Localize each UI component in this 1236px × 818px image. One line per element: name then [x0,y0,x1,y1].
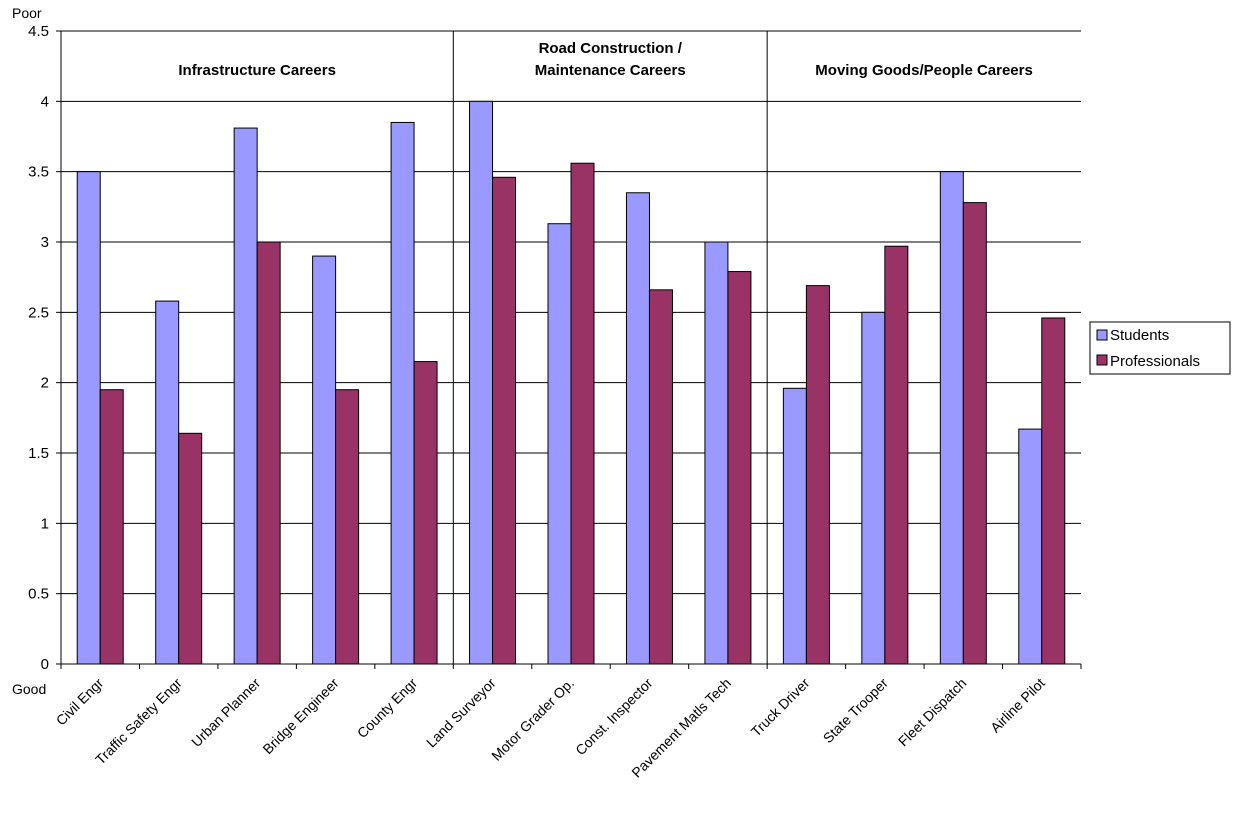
bar-students-11 [939,171,964,665]
category-label: State Trooper [820,675,892,747]
bar-students-6 [547,223,572,665]
y-tick-label: 1.5 [28,445,49,462]
y-tick-label: 0 [41,656,49,673]
group-label: Infrastructure Careers [178,62,336,79]
legend-swatch-professionals [1096,354,1108,366]
category-label: Urban Planner [188,675,263,750]
bar-professionals-6 [570,162,595,665]
category-label: Airline Pilot [987,675,1048,736]
group-label: Maintenance Careers [535,62,686,79]
bar-professionals-7 [648,289,673,665]
bar-professionals-10 [884,245,909,665]
bar-students-12 [1018,428,1043,665]
category-label: Land Surveyor [423,675,499,751]
bar-professionals-8 [727,271,752,665]
bar-students-4 [390,121,415,665]
bar-professionals-5 [492,176,517,665]
bar-students-0 [76,171,101,665]
group-labels: Infrastructure Careers Road Construction … [178,40,1032,79]
bar-professionals-9 [805,285,830,665]
category-label: Fleet Dispatch [895,675,970,750]
bar-professionals-1 [178,432,203,665]
y-tick-label: 1 [41,515,49,532]
bar-professionals-4 [413,361,438,665]
legend-swatch-students [1096,329,1108,341]
bar-students-5 [469,100,494,665]
bar-students-8 [704,241,729,665]
bar-professionals-12 [1041,317,1066,665]
group-label: Road Construction / [539,40,683,57]
category-label: Bridge Engineer [259,675,342,758]
bar-professionals-0 [99,389,124,665]
y-axis-ticks: 0 0.5 1 1.5 2 2.5 3 3.5 4 4.5 [28,23,61,673]
bar-professionals-3 [335,389,360,665]
category-label: Civil Engr [53,675,107,729]
x-axis-ticks [60,664,1082,669]
bar-students-7 [625,192,650,665]
group-dividers [452,31,768,664]
legend-label-students: Students [1110,327,1169,344]
y-bottom-label: Good [12,681,46,697]
y-tick-label: 2 [41,375,49,392]
y-tick-label: 0.5 [28,586,49,603]
category-label: Const. Inspector [572,675,656,759]
category-label: County Engr [354,675,421,742]
y-tick-label: 3 [41,234,49,251]
category-label: Truck Driver [748,675,813,740]
bar-students-3 [312,255,337,665]
bar-students-9 [782,387,807,665]
y-tick-label: 4.5 [28,23,49,40]
bar-professionals-11 [962,202,987,665]
group-label: Moving Goods/People Careers [815,62,1033,79]
y-tick-label: 3.5 [28,164,49,181]
bar-professionals-2 [256,241,281,665]
legend-label-professionals: Professionals [1110,353,1200,370]
bars [76,100,1066,665]
bar-students-10 [861,311,886,665]
bar-students-1 [155,300,180,665]
category-label: Motor Grader Op. [488,675,577,764]
bar-students-2 [233,127,258,665]
y-tick-label: 2.5 [28,304,49,321]
y-tick-label: 4 [41,93,49,110]
category-label: Traffic Safety Engr [92,675,185,768]
y-top-label: Poor [12,5,42,21]
legend: Students Professionals [1089,321,1231,375]
legend-box [1089,321,1231,375]
